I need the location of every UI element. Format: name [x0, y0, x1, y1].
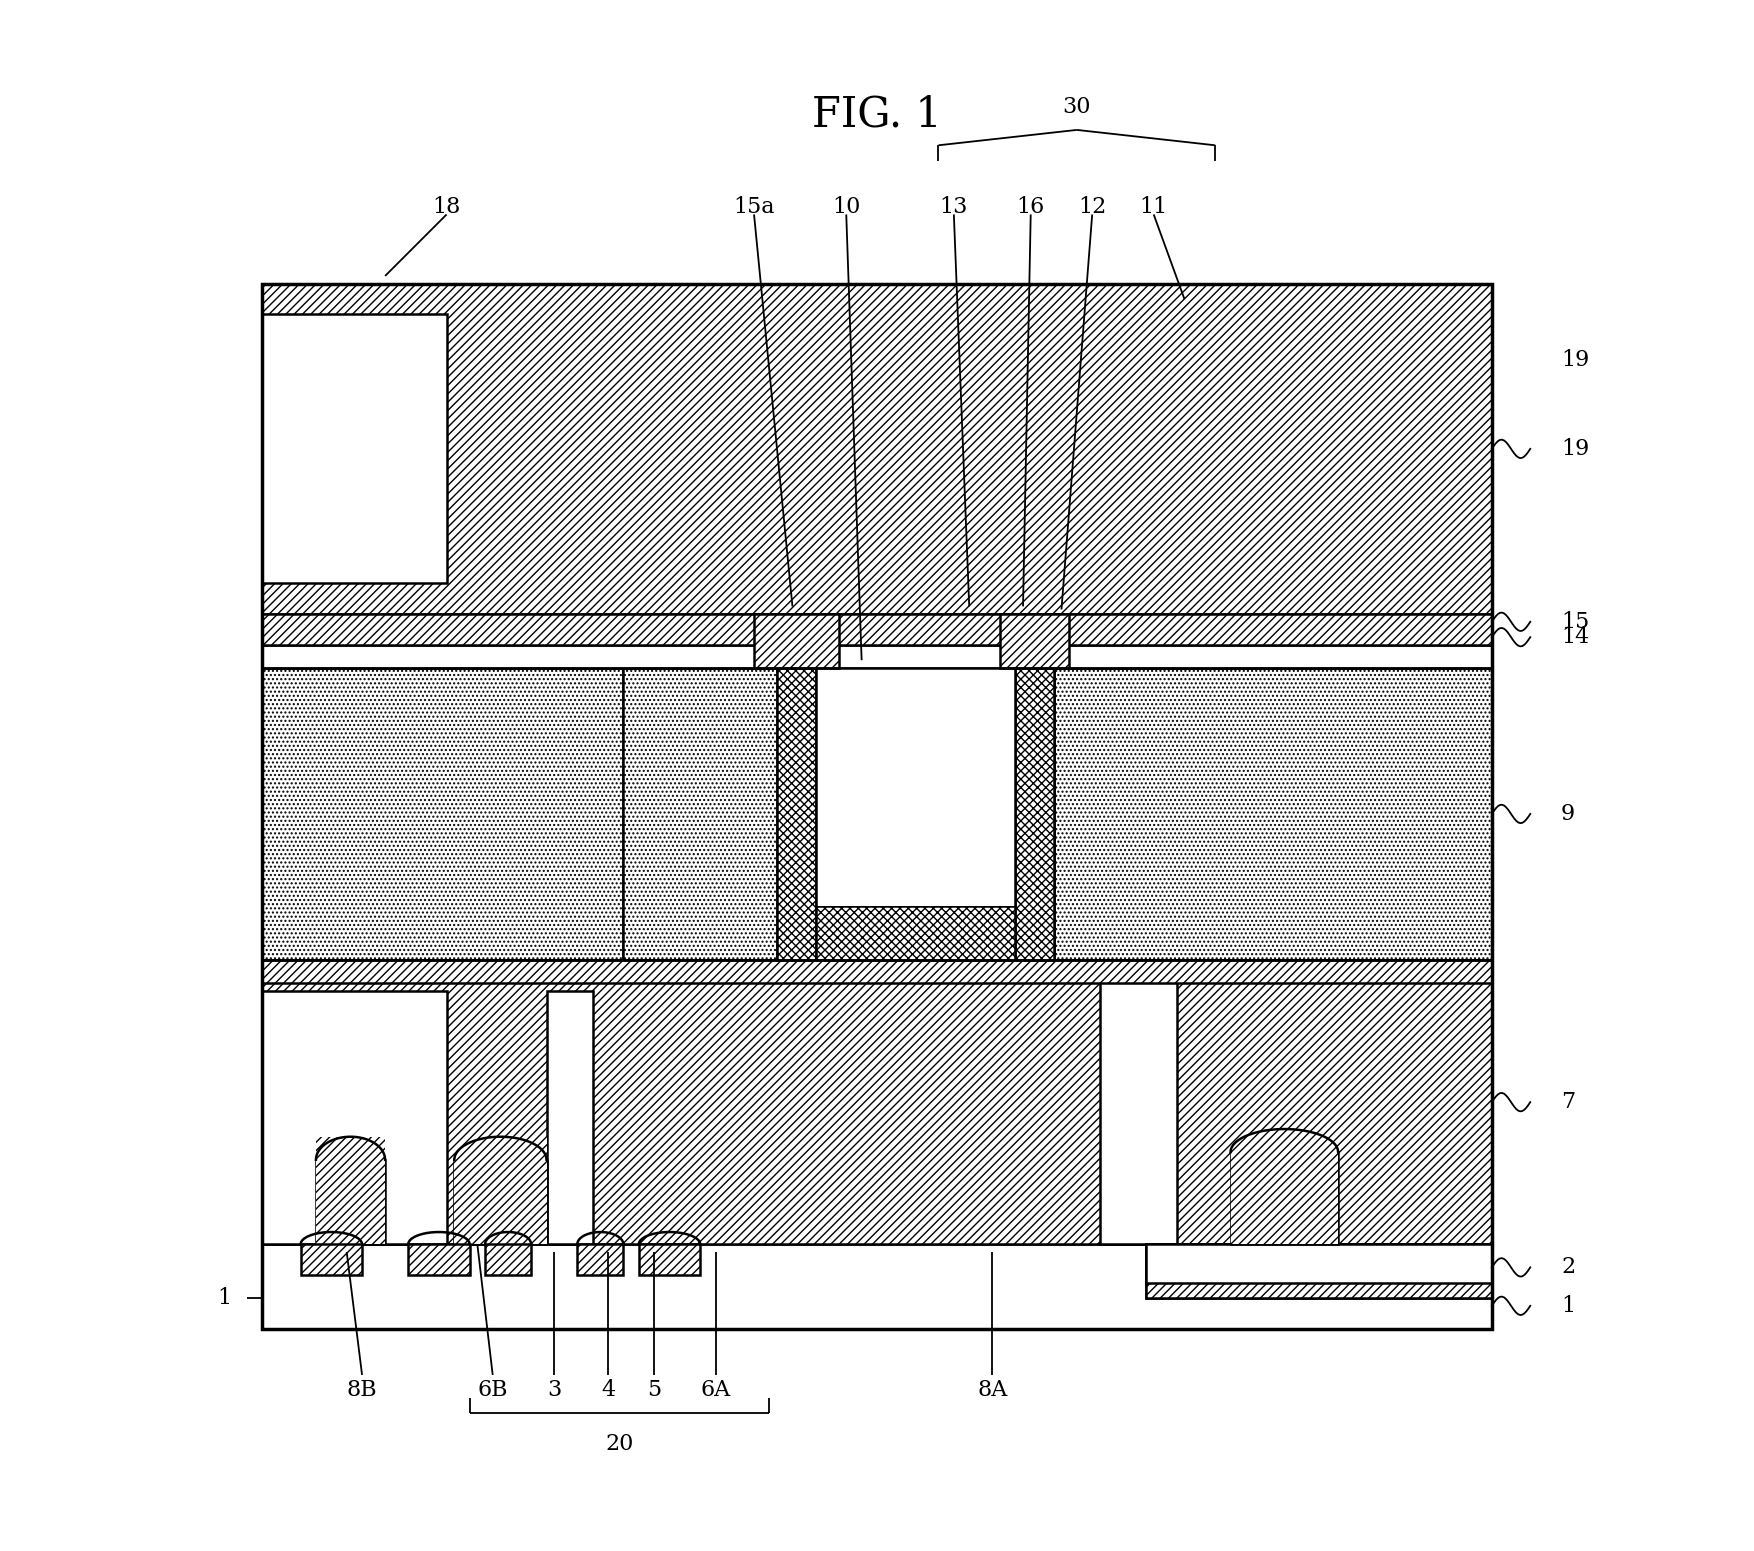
Text: 12: 12	[1079, 195, 1107, 217]
Text: 16: 16	[1017, 195, 1045, 217]
Text: 15: 15	[1561, 611, 1589, 633]
Text: 30: 30	[1063, 96, 1091, 118]
Bar	[261, 315, 447, 583]
Text: 18: 18	[433, 195, 461, 217]
Text: 3: 3	[547, 1379, 561, 1402]
Bar	[577, 1244, 623, 1275]
Text: 4: 4	[602, 1379, 616, 1402]
Bar	[1145, 1244, 1493, 1298]
Bar	[261, 284, 1493, 1329]
Bar	[261, 960, 1493, 1244]
Text: 10: 10	[831, 195, 861, 217]
Bar	[316, 1137, 386, 1244]
Text: 5: 5	[647, 1379, 661, 1402]
Text: 1: 1	[217, 1287, 232, 1309]
Text: 19: 19	[1561, 349, 1589, 372]
Text: 6A: 6A	[700, 1379, 731, 1402]
Text: 7: 7	[1561, 1092, 1575, 1114]
Bar	[1231, 1129, 1338, 1244]
Bar	[909, 668, 1054, 960]
Bar	[1145, 1244, 1493, 1298]
Text: 1: 1	[1561, 1295, 1575, 1317]
Bar	[547, 991, 593, 1244]
Bar	[486, 1244, 531, 1275]
Text: 8B: 8B	[347, 1379, 377, 1402]
Bar	[261, 960, 1493, 983]
Bar	[409, 1244, 470, 1275]
Text: 13: 13	[940, 195, 968, 217]
Text: 15a: 15a	[733, 195, 775, 217]
Bar	[316, 1160, 386, 1244]
Bar	[754, 614, 838, 668]
Text: 8A: 8A	[977, 1379, 1007, 1402]
Text: 9: 9	[1561, 803, 1575, 825]
Bar	[1145, 960, 1493, 1244]
Bar	[300, 1244, 361, 1275]
Text: FIG. 1: FIG. 1	[812, 93, 942, 135]
Bar	[454, 1160, 547, 1244]
Bar	[816, 668, 1016, 906]
Text: 19: 19	[1561, 437, 1589, 459]
Bar	[623, 668, 777, 960]
Bar	[1145, 1244, 1493, 1283]
Bar	[261, 645, 1493, 668]
Bar	[1054, 668, 1493, 960]
Bar	[261, 668, 623, 960]
Bar	[261, 614, 1493, 645]
Text: 11: 11	[1140, 195, 1168, 217]
Text: 6B: 6B	[477, 1379, 509, 1402]
Bar	[261, 991, 447, 1244]
Bar	[638, 1244, 700, 1275]
Bar	[1231, 1152, 1338, 1244]
Text: 20: 20	[605, 1433, 633, 1455]
Bar	[1145, 1244, 1493, 1283]
Text: 14: 14	[1561, 627, 1589, 648]
Bar	[816, 906, 1016, 960]
Bar	[777, 668, 816, 960]
Text: 2: 2	[1561, 1256, 1575, 1278]
Bar	[1016, 668, 1054, 960]
Bar	[454, 1137, 547, 1244]
Bar	[261, 284, 1493, 614]
Bar	[1000, 614, 1070, 668]
Bar	[261, 1244, 1493, 1329]
Bar	[1100, 960, 1177, 1244]
